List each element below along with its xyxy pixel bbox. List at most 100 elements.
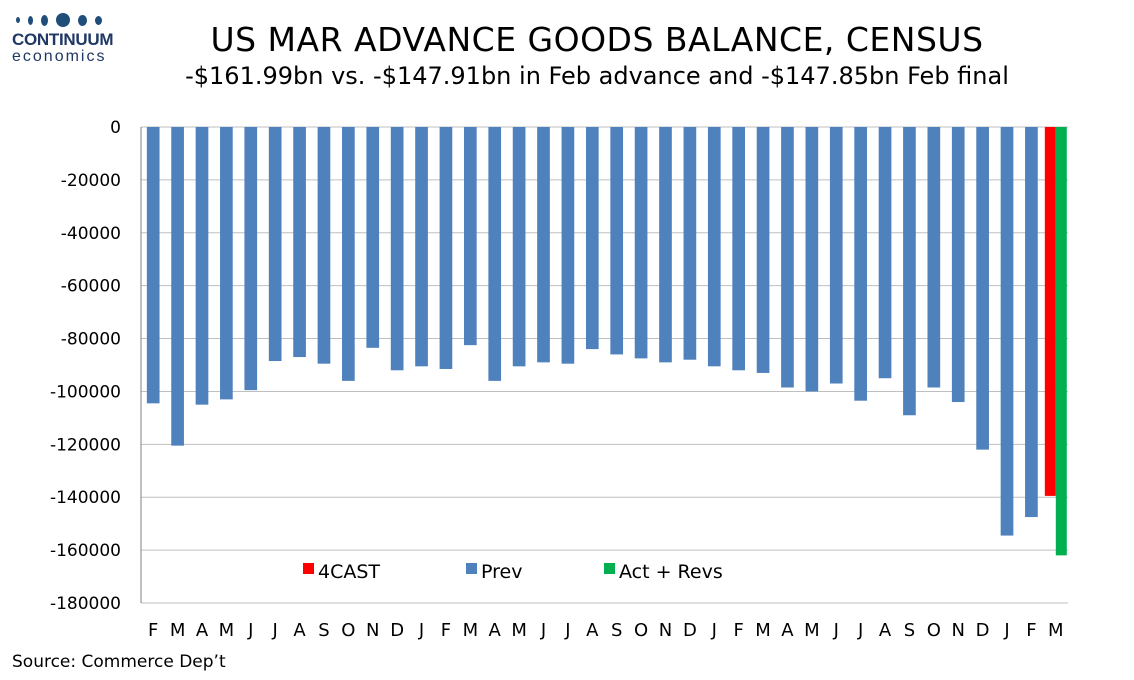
bar-prev xyxy=(512,127,526,367)
y-tick-label: -100000 xyxy=(50,382,121,402)
bar-prev xyxy=(585,127,599,350)
x-tick-label: M xyxy=(804,620,820,641)
bar-prev xyxy=(707,127,721,367)
bar-prev xyxy=(268,127,282,362)
bar-chart: 0 -20000 -40000 -60000 -80000 -100000 -120000 -… xyxy=(50,118,1068,641)
bar-prev xyxy=(610,127,624,355)
bar-prev xyxy=(829,127,843,384)
bar-prev xyxy=(976,127,989,450)
x-tick-label: J xyxy=(540,620,546,641)
x-tick-label: A xyxy=(879,620,892,641)
source-note: Source: Commerce Dep’t xyxy=(12,652,226,672)
bar-prev xyxy=(756,127,770,373)
x-tick-label: A xyxy=(781,620,794,641)
bar-prev xyxy=(951,127,965,403)
bar-prev xyxy=(342,127,355,381)
legend: 4CAST Prev Act + Revs xyxy=(303,561,723,583)
legend-swatch xyxy=(303,563,314,574)
logo-name: CONTINUUM xyxy=(12,30,114,49)
x-tick-label: J xyxy=(247,620,253,641)
x-tick-label: D xyxy=(390,620,404,641)
bar-prev xyxy=(171,127,184,446)
x-tick-label: M xyxy=(219,620,235,641)
bar-prev xyxy=(537,127,550,363)
x-tick-label: N xyxy=(366,620,379,641)
x-tick-label: F xyxy=(441,620,451,641)
x-tick-label: A xyxy=(586,620,599,641)
x-tick-label: S xyxy=(318,620,329,641)
legend-swatch xyxy=(466,563,477,574)
bar-prev xyxy=(659,127,672,363)
logo-dots-icon xyxy=(16,12,132,28)
bar-prev xyxy=(463,127,477,346)
bar-prev xyxy=(854,127,867,401)
bar-prev xyxy=(878,127,892,379)
x-tick-label: S xyxy=(611,620,622,641)
x-tick-label: J xyxy=(564,620,570,641)
legend-label: Prev xyxy=(481,561,522,583)
bar-prev xyxy=(1025,127,1038,518)
y-tick-label: -80000 xyxy=(61,330,121,350)
bar-prev xyxy=(146,127,160,404)
bar-prev xyxy=(293,127,306,358)
x-tick-label: N xyxy=(659,620,672,641)
bars xyxy=(146,127,1067,556)
y-tick-label: -120000 xyxy=(50,435,121,455)
bar-prev xyxy=(634,127,648,359)
chart-subtitle: -$161.99bn vs. -$147.91bn in Feb advance… xyxy=(185,62,1009,90)
x-tick-label: J xyxy=(272,620,278,641)
y-tick-label: -40000 xyxy=(61,224,121,244)
chart-title: US MAR ADVANCE GOODS BALANCE, CENSUS xyxy=(210,20,984,59)
y-tick-label: -140000 xyxy=(50,488,121,508)
bar-prev xyxy=(683,127,697,360)
y-tick-label: -180000 xyxy=(50,594,121,614)
bar-prev xyxy=(415,127,428,367)
x-tick-label: M xyxy=(755,620,771,641)
y-tick-label: -20000 xyxy=(61,171,121,191)
bar-prev xyxy=(1000,127,1014,536)
bar-prev xyxy=(390,127,404,371)
x-tick-label: F xyxy=(733,620,743,641)
y-tick-label: -160000 xyxy=(50,541,121,561)
x-tick-label: S xyxy=(904,620,915,641)
bar-prev xyxy=(439,127,453,369)
x-tick-label: D xyxy=(976,620,990,641)
x-tick-label: J xyxy=(418,620,424,641)
x-tick-label: M xyxy=(463,620,479,641)
logo: CONTINUUM economics xyxy=(12,12,132,74)
x-tick-label: J xyxy=(857,620,863,641)
x-tick-label: M xyxy=(1048,620,1064,641)
x-tick-label: J xyxy=(1003,620,1009,641)
bar-prev xyxy=(561,127,575,364)
bar-4cast xyxy=(1044,127,1056,496)
x-tick-label: N xyxy=(951,620,964,641)
x-tick-label: F xyxy=(148,620,158,641)
x-tick-label: O xyxy=(634,620,648,641)
x-tick-label: F xyxy=(1026,620,1036,641)
x-tick-label: A xyxy=(196,620,209,641)
legend-swatch xyxy=(604,563,615,574)
x-tick-label: A xyxy=(489,620,502,641)
bar-prev xyxy=(781,127,794,388)
bar-prev xyxy=(220,127,233,400)
x-tick-label: J xyxy=(833,620,839,641)
y-tick-label: -60000 xyxy=(61,277,121,297)
bar-prev xyxy=(488,127,502,381)
x-tick-label: A xyxy=(293,620,306,641)
x-tick-label: O xyxy=(341,620,355,641)
bar-prev xyxy=(244,127,258,391)
bar-prev xyxy=(732,127,746,371)
x-tick-label: M xyxy=(511,620,527,641)
bar-prev xyxy=(317,127,331,364)
x-tick-label: D xyxy=(683,620,697,641)
logo-sub: economics xyxy=(12,48,107,65)
x-tick-label: J xyxy=(711,620,717,641)
bar-prev xyxy=(805,127,819,392)
y-tick-label: 0 xyxy=(110,118,121,138)
legend-label: 4CAST xyxy=(318,561,380,583)
bar-prev xyxy=(195,127,209,405)
x-tick-label: O xyxy=(927,620,941,641)
bar-prev xyxy=(366,127,380,348)
bar-prev xyxy=(903,127,916,416)
